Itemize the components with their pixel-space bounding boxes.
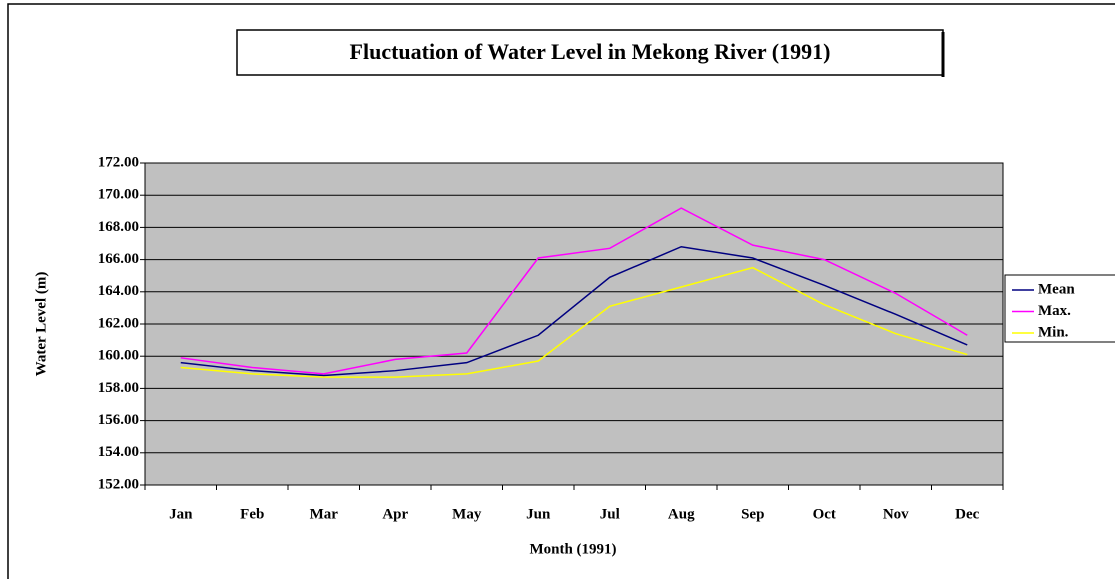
x-tick-label: Oct: [813, 506, 836, 522]
legend-label: Mean: [1038, 281, 1075, 297]
y-tick-label: 172.00: [98, 154, 139, 170]
series-line: [180, 245, 968, 377]
title-box: [236, 29, 944, 76]
legend-box: [1004, 274, 1115, 343]
x-tick-label: Nov: [883, 506, 909, 522]
x-tick-label: Dec: [955, 506, 979, 522]
x-tick-label: Jul: [600, 506, 620, 522]
legend-label: Max.: [1038, 303, 1071, 319]
x-axis-label: Month (1991): [529, 541, 616, 557]
y-tick-label: 164.00: [98, 283, 139, 299]
y-tick-label: 152.00: [98, 476, 139, 492]
x-tick-label: Feb: [240, 506, 264, 522]
y-tick-label: 168.00: [98, 219, 139, 235]
x-tick-label: Mar: [310, 506, 339, 522]
y-tick-label: 158.00: [98, 380, 139, 396]
y-tick-label: 160.00: [98, 348, 139, 364]
x-tick-label: Apr: [382, 506, 408, 522]
x-tick-label: Jan: [169, 506, 193, 522]
y-tick-label: 170.00: [98, 187, 139, 203]
x-tick-label: Aug: [668, 506, 695, 522]
y-tick-label: 154.00: [98, 444, 139, 460]
y-tick-label: 162.00: [98, 315, 139, 331]
legend-label: Min.: [1038, 324, 1069, 340]
x-tick-label: Sep: [741, 506, 764, 522]
y-axis-label: Water Level (m): [33, 272, 49, 377]
y-tick-label: 156.00: [98, 412, 139, 428]
series-line: [180, 207, 968, 375]
x-tick-label: Jun: [526, 506, 551, 522]
chart-title: Fluctuation of Water Level in Mekong Riv…: [350, 39, 831, 64]
x-tick-label: May: [452, 506, 482, 522]
y-tick-label: 166.00: [98, 251, 139, 267]
series-line: [180, 266, 968, 378]
